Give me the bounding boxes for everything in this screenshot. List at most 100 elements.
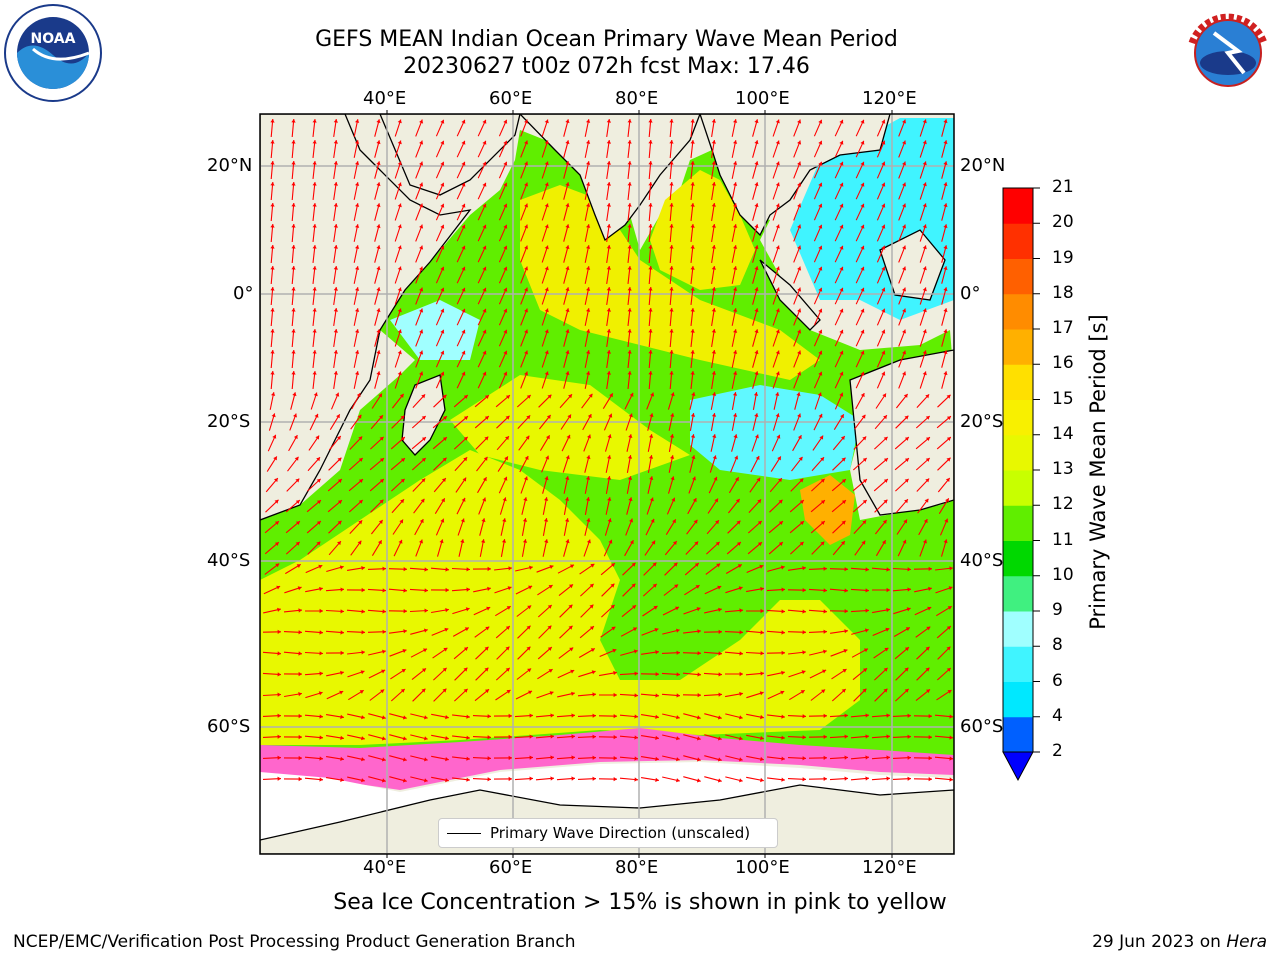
wave-arrow-head [904, 647, 909, 651]
wave-arrow-head [298, 734, 302, 740]
colorbar-segment [1003, 399, 1033, 436]
wave-arrow-head [823, 566, 827, 571]
wave-arrow-head [379, 458, 384, 462]
wave-arrow-head [376, 161, 381, 166]
wave-arrow-head [863, 648, 868, 653]
wave-arrow-head [840, 436, 845, 440]
wave-arrow-head [502, 497, 507, 502]
wave-arrow-head [355, 308, 360, 312]
wave-arrow-head [733, 371, 738, 375]
wave-arrow-head [716, 563, 721, 568]
colorbar-segment [1003, 364, 1033, 400]
wave-arrow-head [821, 689, 826, 694]
wave-arrow-head [943, 266, 948, 271]
wave-arrow-head [739, 651, 743, 656]
colorbar-tick-label: 19 [1052, 247, 1074, 268]
wave-arrow-head [654, 628, 659, 632]
wave-arrow-head [355, 371, 360, 375]
wave-arrow-head [333, 245, 338, 249]
wave-arrow-head [781, 756, 785, 761]
wave-arrow-head [797, 203, 802, 208]
wave-arrow-head [586, 203, 591, 207]
wave-arrow-head [717, 585, 722, 590]
wave-arrow-head [906, 607, 911, 612]
lon-label-bottom-60e: 60°E [489, 857, 533, 878]
colorbar-tick-label: 9 [1052, 600, 1063, 620]
wave-arrow-head [949, 777, 953, 782]
wave-arrow-head [907, 734, 911, 739]
wave-arrow-head [607, 518, 612, 523]
lat-label-right-0: 0° [960, 283, 981, 304]
wave-arrow-head [461, 161, 466, 166]
wave-arrow-head [319, 756, 323, 761]
colorbar-tick-label: 6 [1052, 670, 1063, 691]
legend: Primary Wave Direction (unscaled) [438, 818, 778, 848]
wave-arrow-head [696, 757, 701, 762]
wave-arrow-head [319, 608, 323, 614]
wave-arrow-head [376, 182, 381, 187]
colorbar-segment [1003, 470, 1033, 506]
wave-arrow-head [270, 308, 275, 312]
wave-arrow-head [295, 500, 300, 504]
wave-arrow-head [548, 585, 553, 589]
wave-arrow-head [337, 457, 342, 462]
wave-arrow-head [565, 287, 570, 292]
wave-arrow-head [382, 588, 386, 593]
wave-arrow-head [669, 434, 675, 438]
wave-arrow-head [397, 329, 402, 334]
colorbar [1003, 187, 1040, 753]
wave-arrow-head [928, 735, 932, 740]
wave-arrow-head [781, 650, 785, 655]
wave-arrow-head [565, 476, 570, 480]
wave-arrow-head [607, 497, 612, 501]
wave-arrow-head [799, 521, 804, 525]
wave-arrow-head [778, 478, 782, 483]
wave-arrow-head [690, 350, 695, 354]
wave-arrow-head [902, 308, 906, 313]
wave-arrow-head [676, 715, 680, 720]
wave-arrow-head [463, 688, 468, 693]
colorbar-segment [1003, 434, 1033, 471]
wave-arrow-head [381, 736, 386, 741]
wave-arrow-head [922, 329, 927, 334]
wave-arrow-head [333, 161, 338, 165]
wave-arrow-head [903, 394, 908, 398]
wave-arrow-head [440, 245, 445, 250]
wave-arrow-head [943, 287, 948, 292]
wave-arrow-head [444, 627, 449, 632]
wave-arrow-head [571, 713, 575, 718]
wave-arrow-head [571, 755, 575, 760]
wave-arrow-head [466, 735, 470, 740]
wave-arrow-head [544, 287, 549, 292]
wave-arrow-head [781, 609, 785, 614]
wave-arrow-head [697, 693, 701, 698]
wave-arrow-head [796, 392, 801, 397]
wave-arrow-head [419, 371, 424, 376]
wave-arrow-head [277, 776, 281, 781]
wave-arrow-head [797, 266, 802, 271]
wave-arrow-head [737, 564, 742, 568]
wave-arrow-head [566, 434, 571, 439]
wave-arrow-head [526, 625, 531, 630]
wave-arrow-head [294, 456, 299, 461]
wave-arrow-head [802, 588, 806, 593]
wave-arrow-head [692, 498, 697, 503]
wave-arrow-head [943, 182, 948, 187]
wave-arrow-head [754, 413, 759, 417]
wave-arrow-head [715, 520, 719, 525]
wave-arrow-head [781, 777, 785, 782]
wave-arrow-head [587, 414, 592, 419]
wave-arrow-head [504, 456, 508, 461]
wave-arrow-head [928, 756, 932, 761]
wave-arrow-head [675, 606, 679, 611]
wave-arrow-head [669, 182, 674, 186]
wave-arrow-head [565, 350, 570, 355]
wave-arrow-head [907, 567, 911, 572]
wave-arrow-head [441, 478, 446, 482]
wave-arrow-head [270, 287, 275, 291]
wave-arrow-head [672, 541, 677, 545]
wave-arrow-head [690, 413, 696, 417]
sea-ice-band [260, 728, 954, 790]
wave-arrow-head [839, 329, 844, 334]
wave-arrow-head [925, 667, 930, 672]
